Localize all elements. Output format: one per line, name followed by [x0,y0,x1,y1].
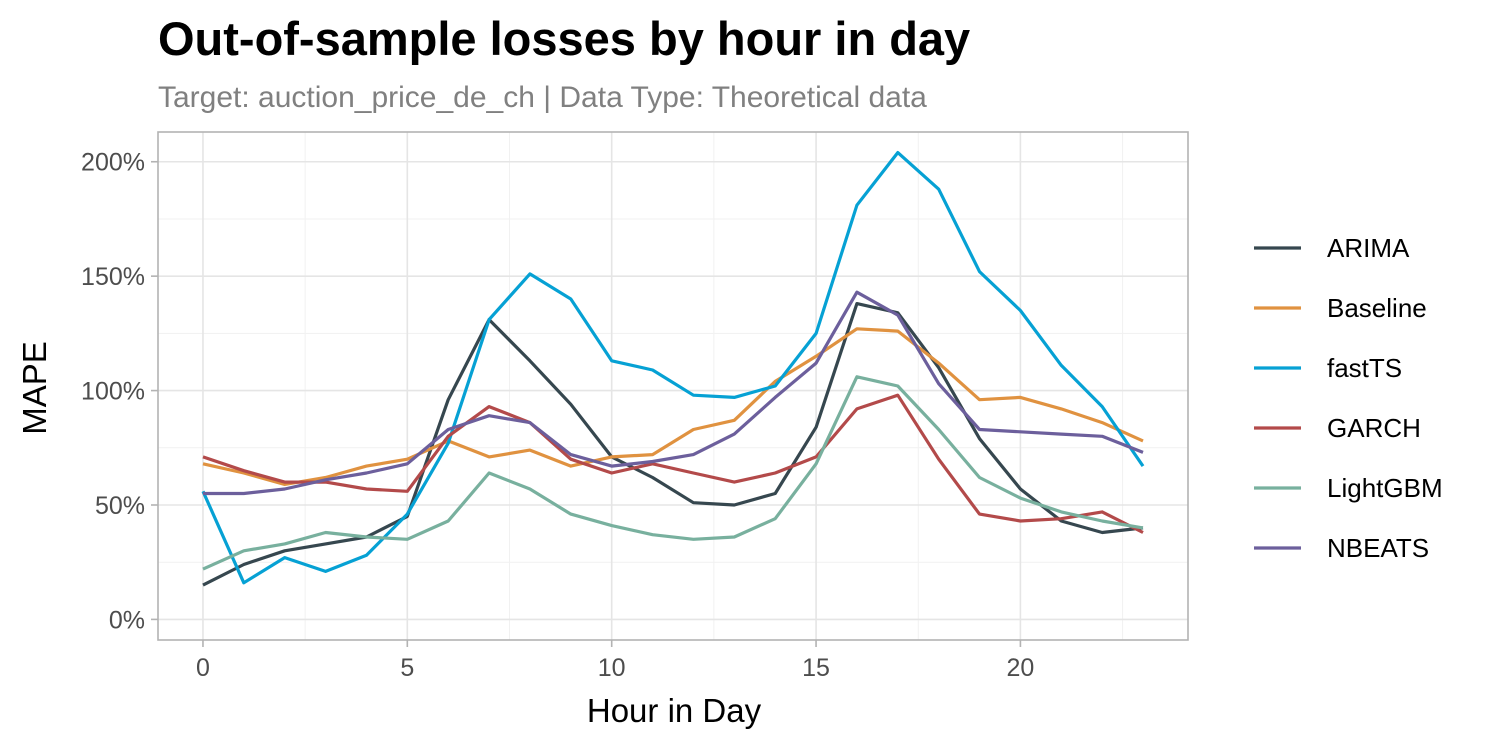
y-tick-label: 150% [81,263,145,291]
y-tick-label: 0% [109,606,145,634]
x-axis-title: Hour in Day [587,692,762,729]
legend-label-fastts: fastTS [1327,353,1402,383]
legend-label-arima: ARIMA [1327,233,1410,263]
series-lines [201,151,1145,587]
y-tick-label: 200% [81,149,145,177]
series-line-garch [202,393,1144,534]
x-tick-label: 15 [802,654,830,682]
legend-label-baseline: Baseline [1327,293,1427,323]
y-axis-title: MAPE [16,341,53,435]
x-tick-label: 5 [400,654,414,682]
chart-subtitle: Target: auction_price_de_ch | Data Type:… [158,81,927,114]
legend-item-fastts: fastTS [1254,353,1402,383]
legend-item-arima: ARIMA [1254,233,1410,263]
y-tick-label: 100% [81,378,145,406]
series-line-nbeats [203,290,1144,496]
major-gridlines [158,132,1188,640]
legend-item-garch: GARCH [1254,413,1421,443]
legend: ARIMA Baseline fastTS GARCH LightGBM NBEATS [1254,233,1443,563]
y-axis-tick-labels: 0% 50% 100% 150% 200% [81,149,145,635]
legend-item-lightgbm: LightGBM [1254,473,1443,503]
x-tick-label: 0 [196,654,210,682]
legend-item-baseline: Baseline [1254,293,1427,323]
series-line-lightgbm [202,375,1144,571]
series-line-fastts [201,151,1145,585]
legend-label-nbeats: NBEATS [1327,533,1429,563]
plot-panel-border [157,131,1189,641]
legend-label-lightgbm: LightGBM [1327,473,1443,503]
x-tick-label: 10 [598,654,626,682]
legend-item-nbeats: NBEATS [1254,533,1429,563]
axis-tick-marks [151,160,1022,647]
minor-gridlines [158,132,1188,640]
legend-label-garch: GARCH [1327,413,1421,443]
x-tick-label: 20 [1007,654,1035,682]
series-line-arima [202,302,1144,587]
y-tick-label: 50% [95,492,145,520]
x-axis-tick-labels: 0 5 10 15 20 [196,654,1034,682]
chart-title: Out-of-sample losses by hour in day [158,12,970,65]
series-line-baseline [202,327,1144,486]
